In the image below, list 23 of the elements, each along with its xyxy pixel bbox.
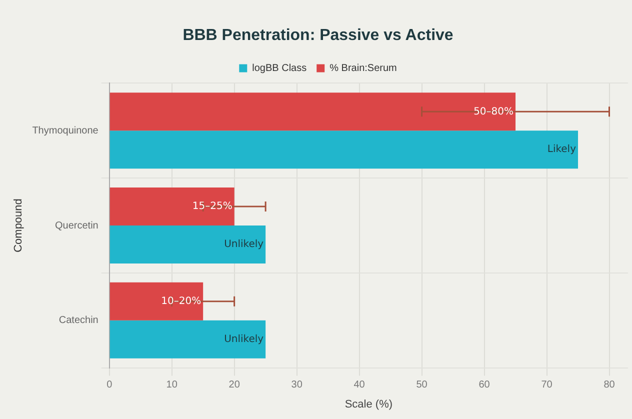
x-tick-label: 60 xyxy=(478,380,490,391)
y-tick-label: Catechin xyxy=(58,315,98,326)
data-label: Likely xyxy=(547,144,576,156)
x-tick-label: 10 xyxy=(166,380,178,391)
y-tick-label: Thymoquinone xyxy=(32,125,99,136)
data-label: Unlikely xyxy=(224,239,264,250)
chart-title: BBB Penetration: Passive vs Active xyxy=(182,27,454,44)
x-tick-label: 20 xyxy=(228,380,240,391)
annotation: 15–25% xyxy=(192,201,232,212)
x-tick-label: 80 xyxy=(604,380,616,391)
legend-label: % Brain:Serum xyxy=(330,62,397,74)
x-axis-title: Scale (%) xyxy=(344,398,393,410)
annotation: 10–20% xyxy=(161,296,202,307)
x-tick-label: 30 xyxy=(291,380,303,391)
y-axis-title: Compound xyxy=(12,198,25,252)
data-label: Unlikely xyxy=(224,334,264,345)
y-tick-label: Quercetin xyxy=(54,220,98,232)
x-tick-label: 0 xyxy=(106,380,113,391)
x-tick-label: 50 xyxy=(416,380,428,391)
x-tick-label: 70 xyxy=(541,380,553,391)
legend-label: logBB Class xyxy=(252,62,307,74)
x-tick-label: 40 xyxy=(354,380,366,391)
annotation: 50–80% xyxy=(474,106,514,118)
